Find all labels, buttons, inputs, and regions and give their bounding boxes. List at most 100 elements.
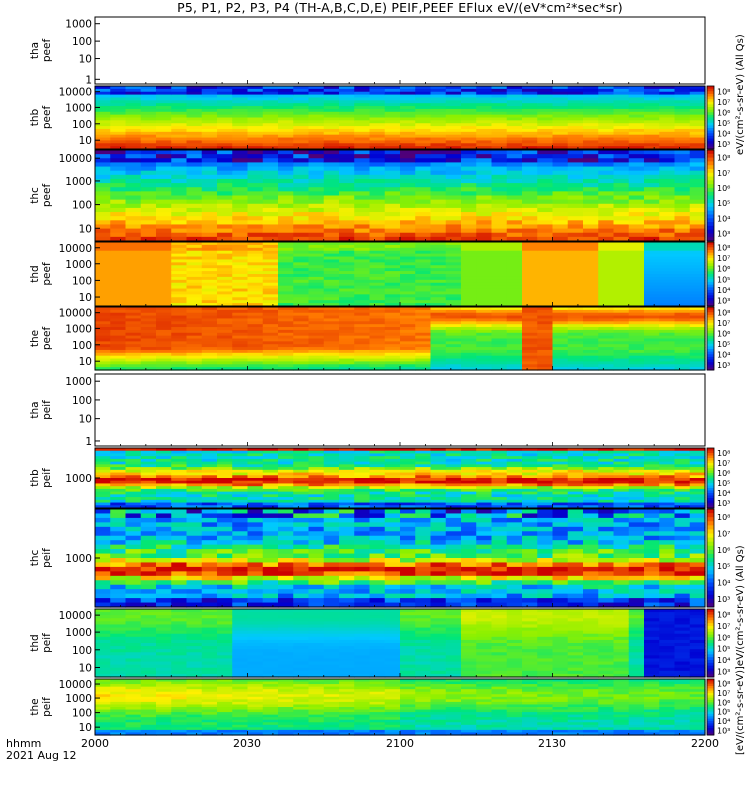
spectrogram-cell [644, 271, 660, 275]
spectrogram-cell [125, 483, 142, 487]
spectrogram-cell [445, 224, 462, 230]
spectrogram-cell [232, 358, 249, 363]
spectrogram-cell [171, 483, 188, 487]
spectrogram-cell [186, 327, 203, 331]
spectrogram-cell [247, 285, 264, 290]
spectrogram-cell [537, 247, 554, 252]
spectrogram-cell [689, 123, 706, 127]
spectrogram-cell [140, 540, 157, 546]
spectrogram-cell [278, 352, 294, 357]
spectrogram-cell [156, 575, 172, 581]
spectrogram-cell [110, 327, 127, 331]
spectrogram-cell [644, 355, 660, 360]
spectrogram-cell [262, 242, 279, 246]
spectrogram-cell [232, 312, 249, 317]
spectrogram-cell [537, 191, 554, 197]
spectrogram-cell [613, 117, 630, 121]
spectrogram-cell [491, 456, 508, 460]
spectrogram-cell [186, 123, 203, 127]
spectrogram-cell [628, 259, 645, 263]
spectrogram-cell [95, 540, 111, 546]
spectrogram-cell [689, 297, 706, 301]
spectrogram-cell [262, 307, 279, 311]
spectrogram-cell [522, 300, 538, 304]
spectrogram-cell [506, 488, 523, 493]
spectrogram-cell [476, 488, 493, 493]
spectrogram-cell [415, 307, 432, 311]
spectrogram-cell [140, 128, 157, 133]
spectrogram-cell [339, 174, 355, 180]
spectrogram-cell [537, 86, 554, 90]
spectrogram-cell [644, 483, 660, 487]
spectrogram-cell [674, 268, 691, 272]
spectrogram-cell [644, 203, 660, 209]
spectrogram-cell [369, 91, 386, 96]
spectrogram-cell [674, 344, 691, 348]
spectrogram-cell [613, 203, 630, 209]
spectrogram-cell [156, 544, 172, 550]
spectrogram-cell [278, 486, 294, 490]
spectrogram-cell [689, 97, 706, 101]
spectrogram-cell [217, 531, 233, 537]
spectrogram-cell [156, 250, 172, 255]
spectrogram-cell [491, 236, 508, 242]
spectrogram-cell [400, 117, 416, 121]
spectrogram-cell [598, 111, 615, 116]
spectrogram-cell [232, 97, 249, 101]
spectrogram-cell [323, 111, 340, 116]
spectrogram-cell [156, 517, 172, 523]
spectrogram-cell [598, 140, 615, 144]
spectrogram-cell [217, 486, 233, 490]
spectrogram-cell [308, 131, 325, 136]
spectrogram-cell [369, 448, 386, 452]
spectrogram-cell [232, 464, 249, 468]
spectrogram-cell [400, 126, 416, 130]
spectrogram-cell [156, 475, 172, 479]
spectrogram-cell [186, 140, 203, 144]
spectrogram-cell [110, 143, 127, 147]
spectrogram-cell [125, 517, 142, 523]
spectrogram-cell [491, 491, 508, 495]
spectrogram-cell [613, 94, 630, 99]
spectrogram-cell [567, 341, 584, 345]
spectrogram-cell [491, 349, 508, 354]
spectrogram-cell [323, 134, 340, 139]
spectrogram-cell [430, 347, 447, 351]
spectrogram-cell [262, 131, 279, 136]
spectrogram-cell [293, 143, 310, 147]
spectrogram-cell [476, 309, 493, 314]
spectrogram-cell [613, 332, 630, 337]
spectrogram-cell [628, 364, 645, 368]
spectrogram-cell [171, 288, 188, 293]
spectrogram-cell [217, 499, 233, 504]
spectrogram-cell [369, 478, 386, 482]
spectrogram-cell [522, 505, 538, 509]
spectrogram-cell [384, 228, 401, 234]
spectrogram-cell [232, 256, 249, 261]
spectrogram-cell [156, 580, 172, 586]
spectrogram-cell [613, 297, 630, 301]
spectrogram-cell [171, 486, 188, 490]
spectrogram-cell [323, 97, 340, 101]
spectrogram-cell [125, 297, 142, 301]
spectrogram-cell [659, 480, 676, 485]
spectrogram-cell [461, 150, 477, 155]
spectrogram-cell [278, 307, 294, 311]
spectrogram-cell [232, 250, 249, 255]
spectrogram-cell [171, 224, 188, 230]
spectrogram-cell [323, 106, 340, 110]
spectrogram-cell [140, 178, 157, 184]
spectrogram-cell [384, 183, 401, 188]
spectrogram-cell [217, 344, 233, 348]
spectrogram-cell [400, 488, 416, 493]
spectrogram-cell [400, 170, 416, 176]
spectrogram-cell [628, 137, 645, 142]
spectrogram-cell [339, 469, 355, 474]
spectrogram-cell [156, 461, 172, 465]
spectrogram-cell [506, 294, 523, 298]
spectrogram-cell [369, 103, 386, 107]
spectrogram-cell [598, 349, 615, 354]
spectrogram-cell [430, 140, 447, 144]
spectrogram-cell [400, 324, 416, 328]
spectrogram-cell [522, 187, 538, 192]
